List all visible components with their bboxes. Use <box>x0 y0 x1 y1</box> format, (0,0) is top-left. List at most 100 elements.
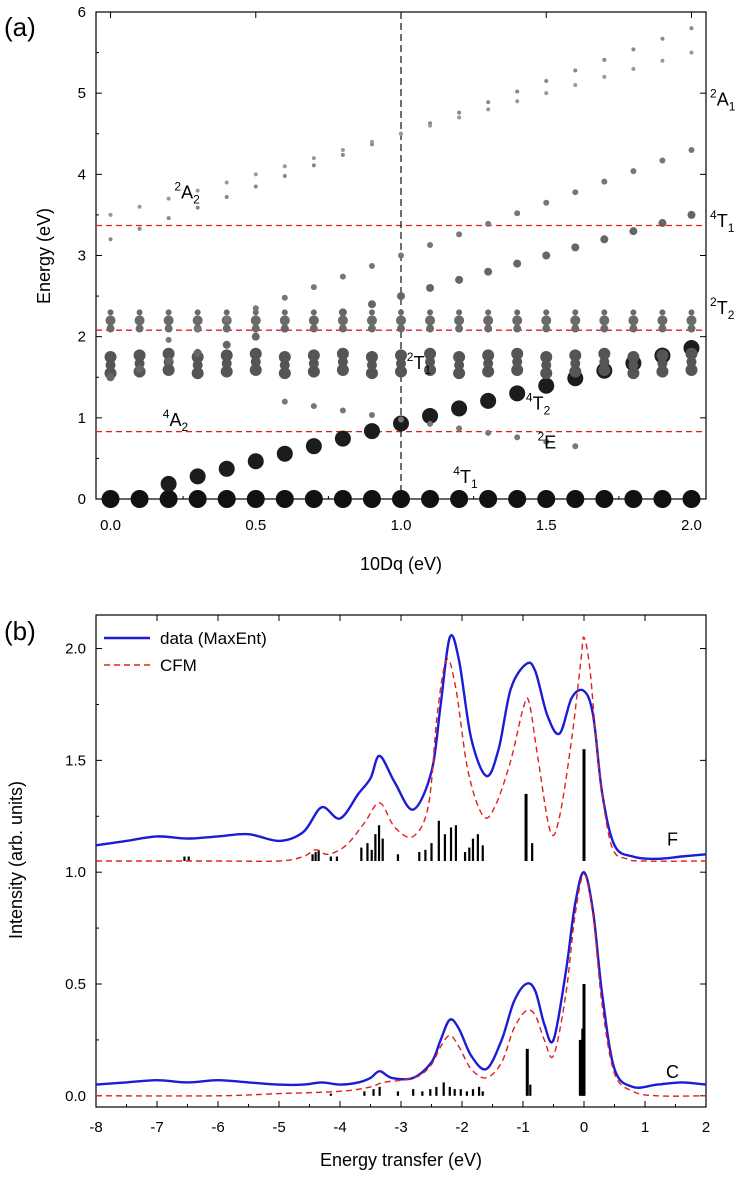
doublet-cluster-point <box>398 309 404 316</box>
upper-branch-point <box>543 199 550 206</box>
high-branch-point <box>340 152 345 157</box>
stick-f <box>582 749 586 861</box>
quartet-cluster-point <box>628 360 639 371</box>
upper-branch-point <box>222 340 231 349</box>
upper-branch-point <box>513 259 522 268</box>
four-t2-point <box>538 377 555 394</box>
descending-point <box>514 434 521 441</box>
stick-f <box>476 834 479 861</box>
y-tick-label: 6 <box>78 4 86 21</box>
quartet-cluster-point <box>685 363 698 376</box>
x-tick-label: -2 <box>455 1119 468 1136</box>
doublet-cluster-point <box>541 315 552 326</box>
doublet-cluster-point <box>165 309 172 316</box>
high-branch-point <box>253 172 258 177</box>
doublet-cluster-point <box>194 309 201 316</box>
quartet-cluster-point <box>307 365 320 378</box>
doublet-cluster-point <box>456 309 463 316</box>
stick-f <box>396 854 400 861</box>
doublet-cluster-point <box>250 315 261 326</box>
high-branch-point <box>195 205 200 210</box>
upper-branch-point <box>106 373 115 382</box>
doublet-cluster-point <box>105 315 116 326</box>
stick-c <box>421 1091 424 1096</box>
descending-point <box>543 438 550 445</box>
four-t2-point <box>422 407 439 424</box>
high-branch-point <box>544 78 549 83</box>
y-tick-label: 0.5 <box>65 976 86 993</box>
ground-state-point <box>304 490 323 508</box>
stick-c <box>471 1089 475 1096</box>
ground-state-point <box>595 490 614 508</box>
quartet-cluster-point <box>454 360 465 371</box>
quartet-cluster-point <box>366 360 377 371</box>
y-tick-label: 2.0 <box>65 641 86 658</box>
ground-state-point <box>392 490 410 508</box>
doublet-cluster-point <box>629 324 638 333</box>
stick-c <box>525 1048 529 1096</box>
stick-f <box>424 849 427 861</box>
high-branch-point <box>399 131 403 136</box>
y-tick-label: 1.5 <box>65 752 86 769</box>
stick-f <box>524 793 528 861</box>
x-tick-label: 2 <box>702 1119 710 1136</box>
x-tick-label: 0 <box>580 1119 588 1136</box>
descending-point <box>339 407 346 414</box>
doublet-cluster-point <box>513 324 522 333</box>
panel-b-curve-tags: FC <box>666 829 679 1082</box>
doublet-cluster-point <box>279 315 290 326</box>
x-tick-label: -5 <box>272 1119 285 1136</box>
ground-state-point <box>159 490 178 508</box>
quartet-cluster-point <box>482 365 495 378</box>
high-branch-point <box>369 139 374 144</box>
y-tick-label: 4 <box>78 166 86 183</box>
doublet-cluster-point <box>601 309 608 316</box>
doublet-cluster-point <box>192 315 203 326</box>
upper-branch-point <box>193 348 202 357</box>
high-branch-point <box>166 216 171 221</box>
doublet-cluster-point <box>572 309 579 316</box>
doublet-cluster-point <box>570 315 581 326</box>
doublet-cluster-point <box>223 309 230 316</box>
x-tick-label: 1 <box>641 1119 649 1136</box>
quartet-cluster-point <box>483 358 494 369</box>
y-tick-label: 2 <box>78 329 86 346</box>
upper-branch-point <box>542 251 551 260</box>
upper-branch-point <box>310 284 317 291</box>
high-branch-point <box>631 47 636 52</box>
doublet-cluster-point <box>366 315 377 326</box>
ground-state-point <box>275 490 294 508</box>
ground-state-point <box>188 490 207 508</box>
ground-state-point <box>130 490 149 508</box>
quartet-cluster-point <box>396 358 406 369</box>
descending-point <box>398 416 404 423</box>
quartet-cluster-point <box>162 363 175 376</box>
upper-branch-point <box>629 227 638 236</box>
doublet-cluster-point <box>251 324 260 333</box>
quartet-cluster-point <box>278 350 291 363</box>
upper-branch-point <box>368 263 375 270</box>
quartet-cluster-point <box>569 365 582 378</box>
quartet-cluster-point <box>104 350 117 363</box>
stick-f <box>437 820 440 861</box>
stick-f <box>481 845 484 861</box>
high-branch-point <box>137 226 142 231</box>
upper-branch-point <box>135 365 144 374</box>
stick-c <box>477 1086 481 1096</box>
descending-point <box>310 403 317 410</box>
term-symbol: 2A1 <box>710 86 736 113</box>
high-branch-point <box>137 204 142 209</box>
upper-branch-point <box>426 283 435 292</box>
doublet-cluster-point <box>367 324 376 333</box>
doublet-cluster-point <box>659 309 666 316</box>
ground-state-point <box>508 490 527 508</box>
high-branch-point <box>631 66 636 71</box>
quartet-cluster-point <box>570 358 581 369</box>
four-t2-point <box>276 445 293 462</box>
doublet-cluster-point <box>485 309 492 316</box>
descending-point <box>485 429 492 436</box>
stick-f <box>335 856 339 861</box>
upper-branch-point <box>514 210 521 217</box>
upper-branch-point <box>251 332 260 341</box>
stick-f <box>377 825 381 861</box>
